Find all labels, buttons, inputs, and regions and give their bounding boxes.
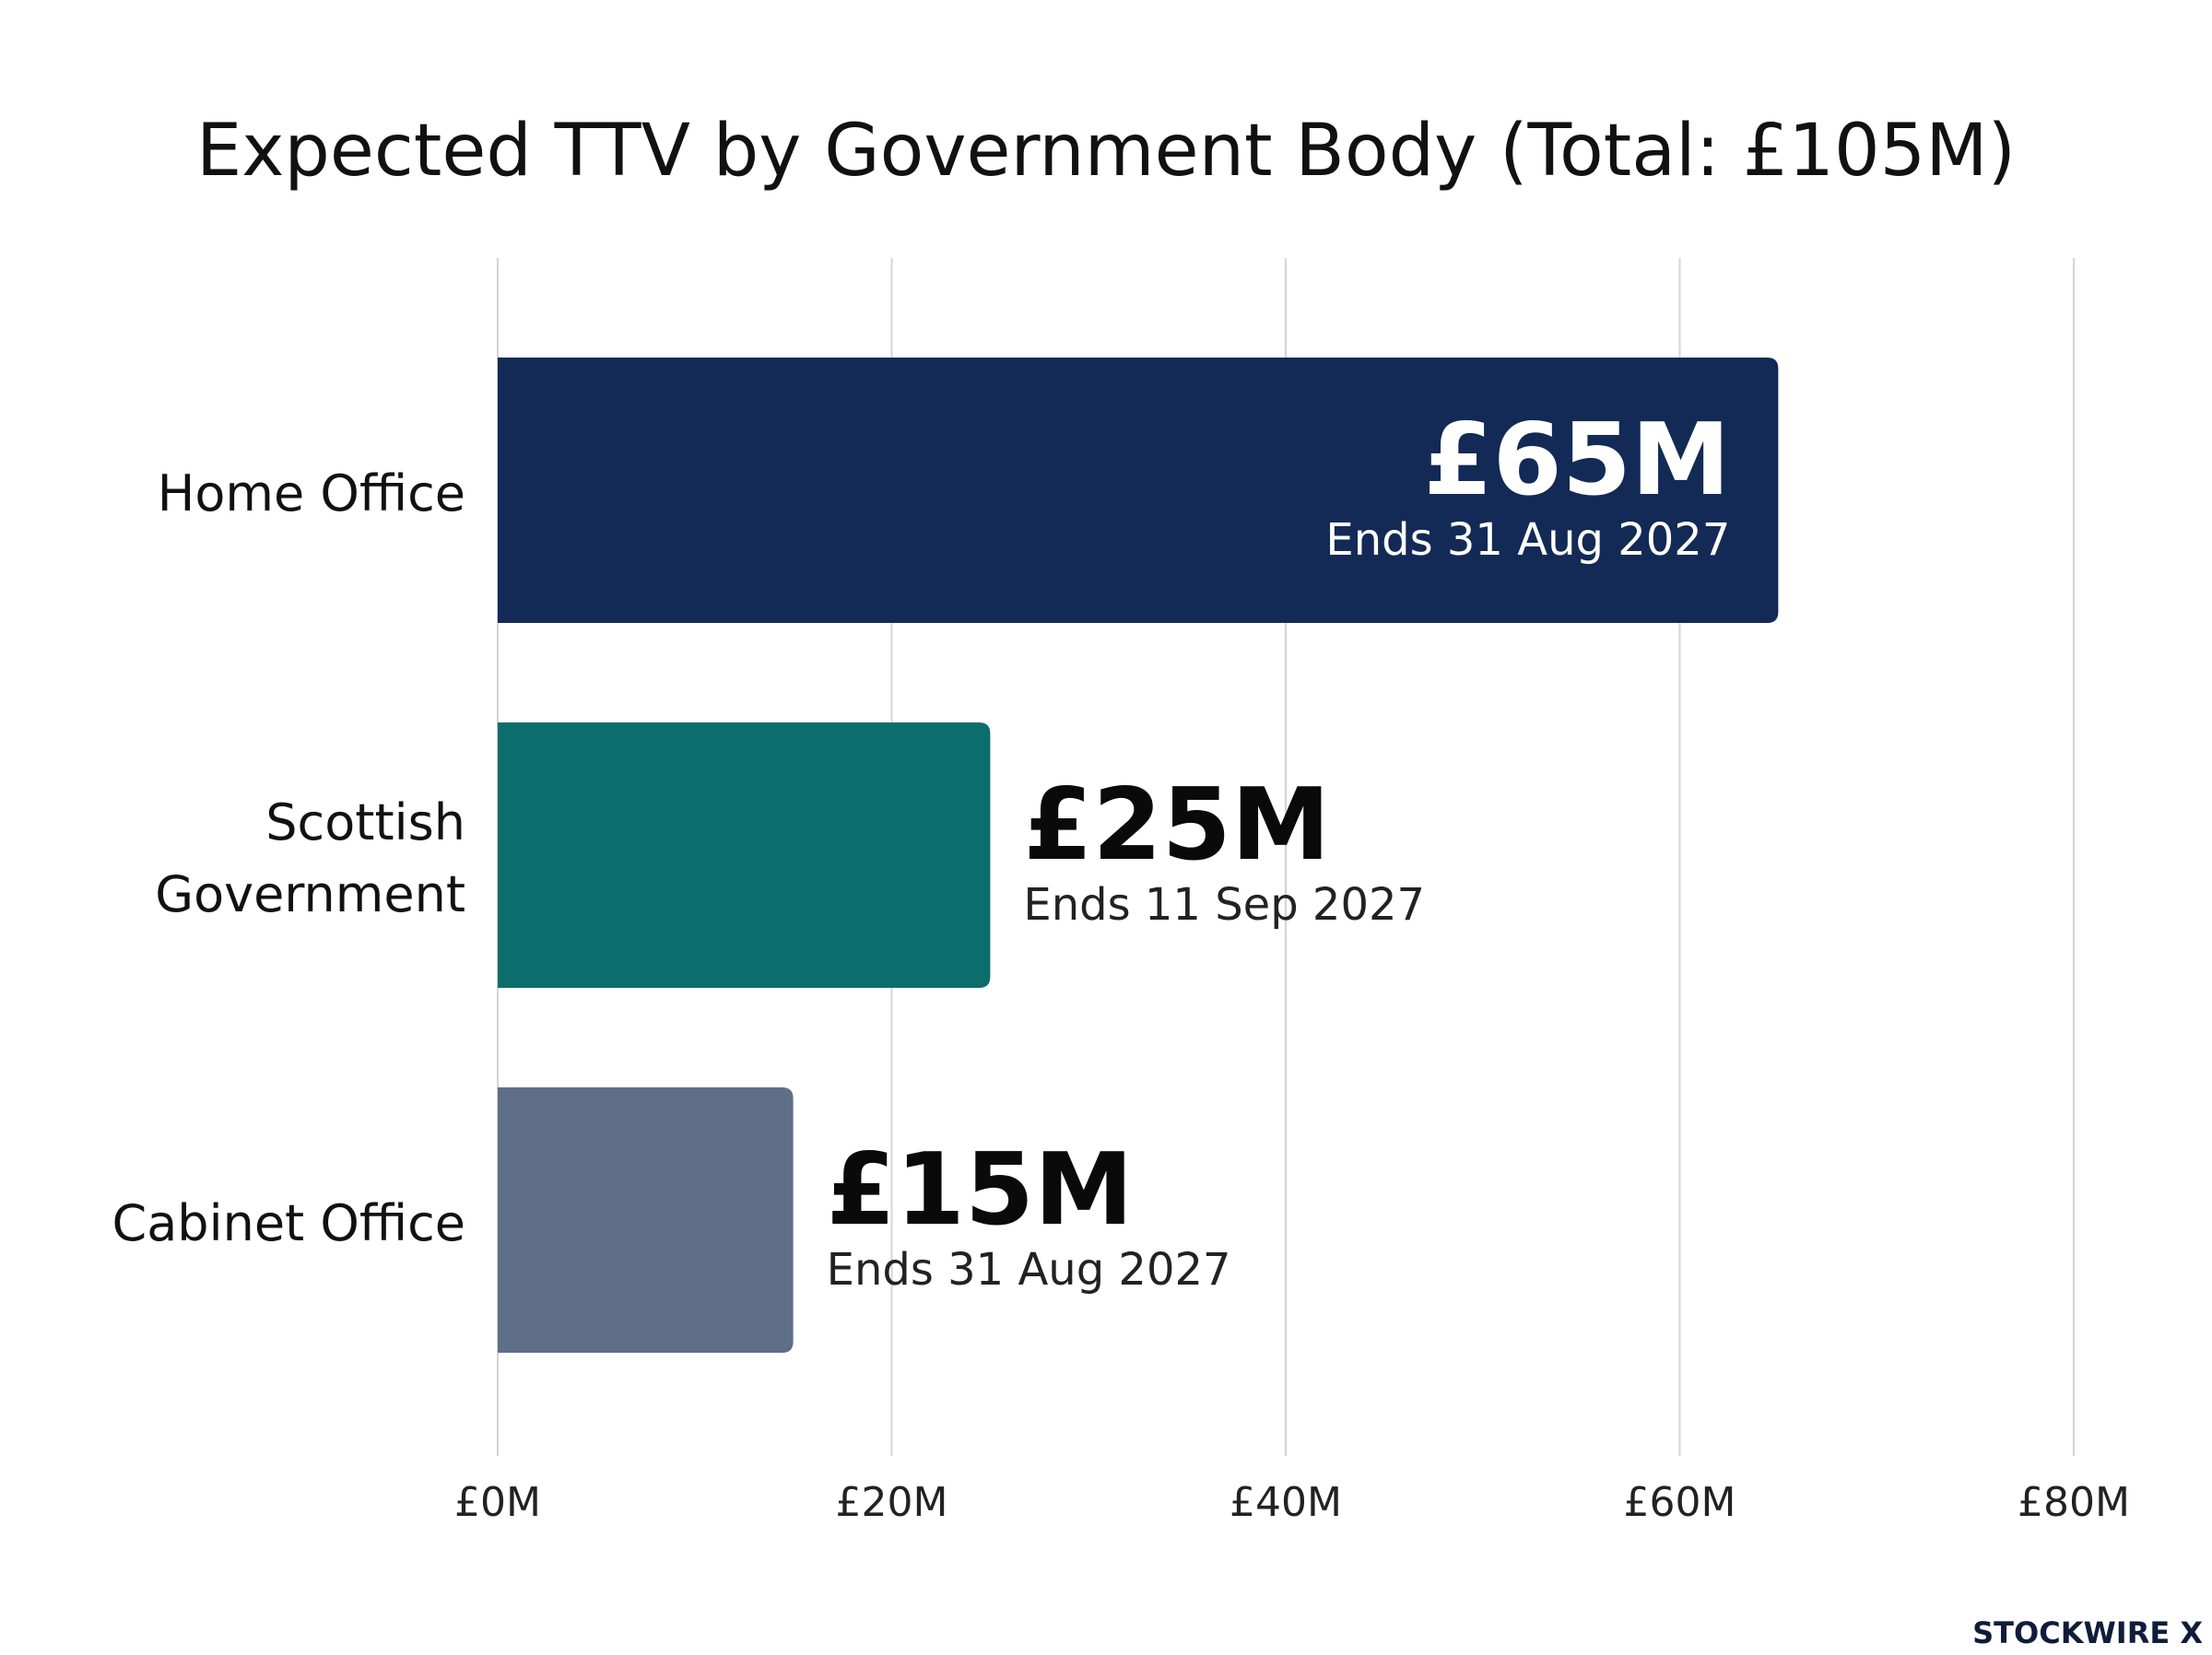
x-tick-label: £0M [454, 1479, 541, 1526]
end-date-label: Ends 31 Aug 2027 [827, 1244, 1231, 1296]
x-tick-label: £80M [2018, 1479, 2130, 1526]
category-label: Cabinet Office [112, 1194, 465, 1252]
bars [498, 358, 1779, 1353]
end-date-label: Ends 11 Sep 2027 [1023, 879, 1425, 931]
value-label: £25M [1023, 768, 1330, 883]
category-label: Scottish [265, 793, 465, 851]
x-tick-label: £40M [1230, 1479, 1342, 1526]
x-tick-label: £60M [1624, 1479, 1736, 1526]
category-labels: Home Office Scottish Government Cabinet Off… [112, 464, 465, 1252]
bar [498, 722, 991, 988]
category-label: Home Office [158, 464, 465, 522]
x-tick-label: £20M [836, 1479, 948, 1526]
end-date-label: Ends 31 Aug 2027 [1325, 514, 1730, 566]
x-axis-ticks: £0M £20M £40M £60M £80M [454, 1479, 2130, 1526]
value-label: £65M [1423, 403, 1730, 518]
bar [498, 1087, 794, 1353]
chart-title: Expected TTV by Government Body (Total: … [196, 110, 2016, 193]
stockwire-watermark: STOCKWIRE X [1972, 1615, 2203, 1650]
bar [498, 358, 1779, 623]
value-label: £15M [827, 1133, 1134, 1248]
category-label: Government [155, 865, 465, 923]
